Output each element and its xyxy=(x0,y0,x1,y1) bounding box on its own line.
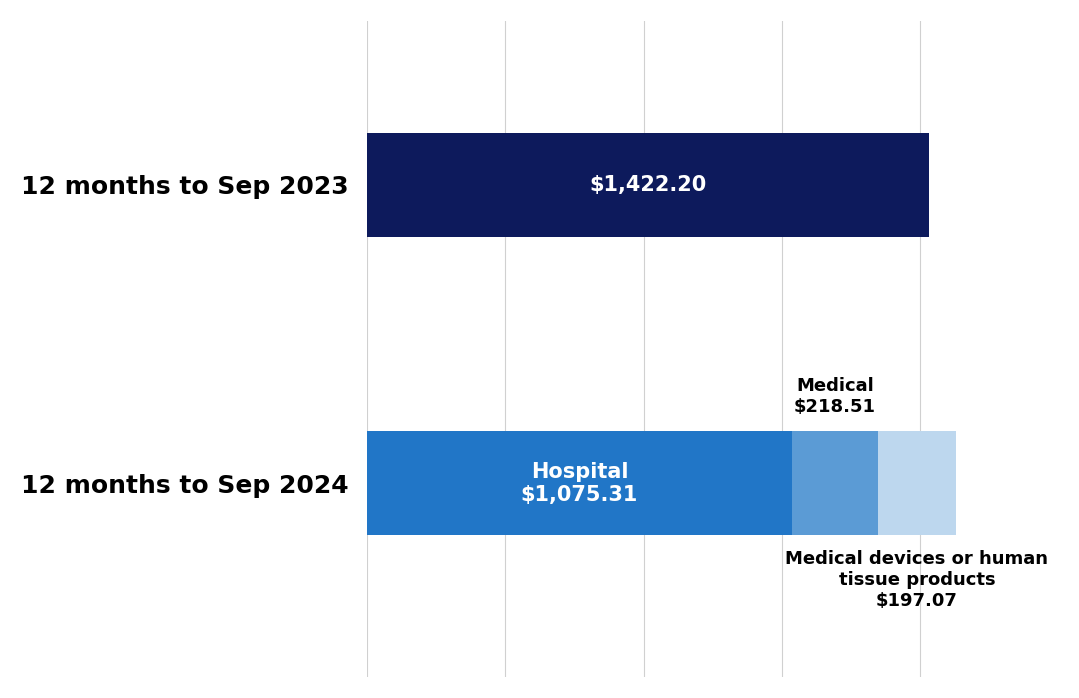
Text: Medical
$218.51: Medical $218.51 xyxy=(794,378,876,416)
Bar xyxy=(792,431,878,535)
Text: Medical devices or human
tissue products
$197.07: Medical devices or human tissue products… xyxy=(786,551,1049,610)
Bar xyxy=(878,431,956,535)
Text: $1,422.20: $1,422.20 xyxy=(589,175,707,195)
Text: Hospital
$1,075.31: Hospital $1,075.31 xyxy=(521,461,638,505)
Bar xyxy=(367,431,792,535)
Bar xyxy=(367,133,929,237)
